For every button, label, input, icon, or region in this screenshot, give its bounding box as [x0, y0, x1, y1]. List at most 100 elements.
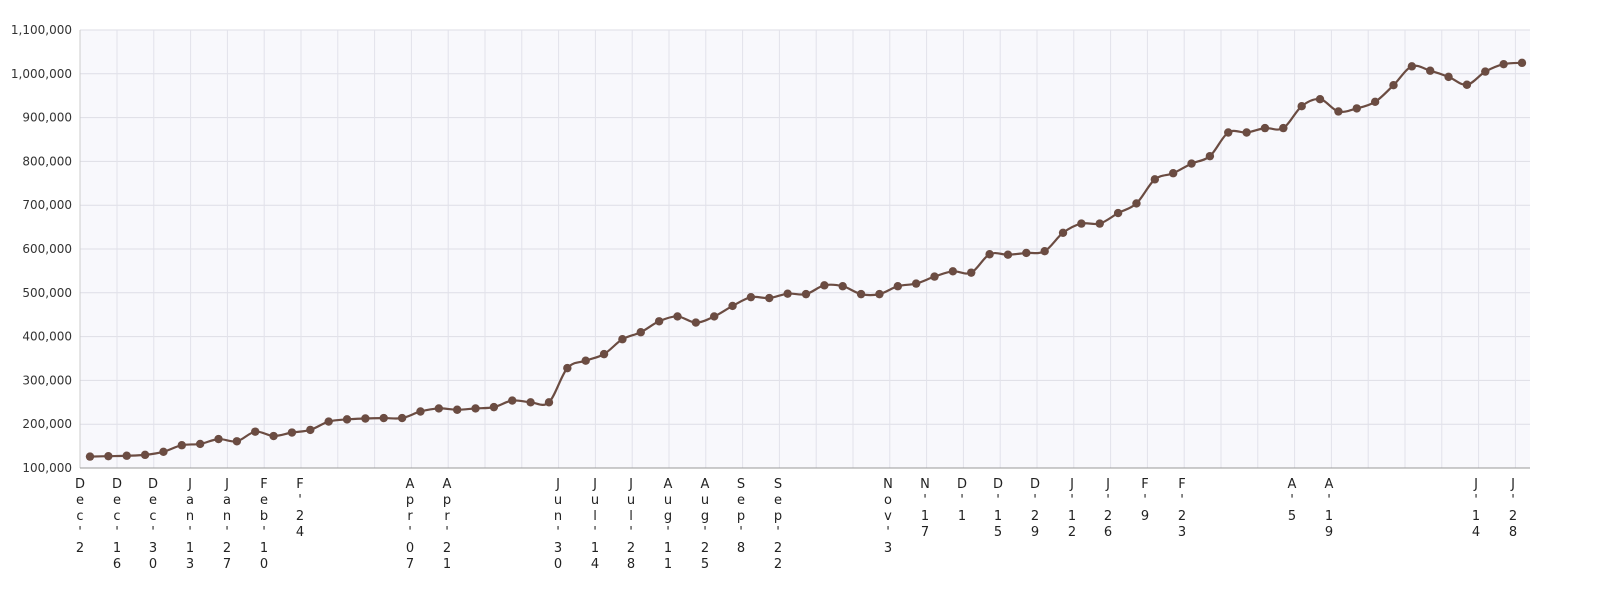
data-point[interactable]	[544, 398, 554, 407]
data-point[interactable]	[1334, 107, 1343, 116]
y-tick-label: 1,100,000	[11, 23, 72, 37]
data-point[interactable]	[508, 396, 517, 405]
data-point[interactable]	[1113, 208, 1123, 218]
data-point[interactable]	[1077, 219, 1086, 228]
data-point[interactable]	[1315, 95, 1325, 104]
data-point[interactable]	[985, 250, 994, 259]
data-point[interactable]	[636, 328, 645, 337]
data-point[interactable]	[1481, 67, 1490, 76]
data-point[interactable]	[1517, 58, 1527, 68]
data-point[interactable]	[1224, 128, 1233, 137]
data-point[interactable]	[1352, 104, 1361, 113]
data-point[interactable]	[489, 402, 499, 412]
data-point[interactable]	[342, 415, 352, 424]
data-point[interactable]	[1444, 72, 1453, 82]
data-point[interactable]	[1205, 151, 1215, 161]
data-point[interactable]	[1242, 128, 1251, 137]
data-point[interactable]	[1095, 219, 1104, 228]
data-point[interactable]	[232, 437, 242, 446]
data-point[interactable]	[1260, 123, 1270, 133]
data-point[interactable]	[911, 279, 921, 288]
data-point[interactable]	[379, 413, 388, 423]
data-point[interactable]	[691, 318, 701, 327]
data-point[interactable]	[820, 281, 829, 290]
data-point[interactable]	[728, 301, 737, 311]
data-point[interactable]	[875, 289, 884, 299]
data-point[interactable]	[397, 413, 407, 423]
x-tick-label: J ' 1 4	[1472, 477, 1480, 540]
x-tick-label: D ' 1 5	[993, 477, 1003, 540]
y-axis: 100,000 200,000 300,000 400,000 500,000 600,0…	[11, 23, 81, 475]
data-point[interactable]	[1187, 159, 1196, 168]
y-tick-label: 1,000,000	[11, 67, 72, 81]
data-point[interactable]	[140, 450, 150, 460]
data-point[interactable]	[783, 289, 792, 298]
data-point[interactable]	[1022, 248, 1031, 258]
x-tick-label: F ' 2 4	[296, 477, 304, 540]
data-point[interactable]	[563, 363, 572, 373]
data-point[interactable]	[710, 312, 719, 321]
data-point[interactable]	[104, 451, 113, 461]
data-point[interactable]	[1168, 169, 1178, 178]
y-tick-label: 500,000	[22, 286, 72, 300]
data-point[interactable]	[122, 451, 131, 460]
x-tick-label: F ' 2 3	[1178, 477, 1186, 540]
data-point[interactable]	[1370, 97, 1380, 107]
data-point[interactable]	[1003, 250, 1013, 259]
x-tick-label: D ' 2 9	[1030, 477, 1040, 540]
data-point[interactable]	[930, 272, 939, 281]
data-point[interactable]	[1407, 62, 1417, 71]
data-point[interactable]	[856, 289, 866, 299]
grid	[80, 29, 1530, 469]
data-point[interactable]	[1389, 80, 1398, 90]
data-point[interactable]	[765, 293, 774, 303]
data-point[interactable]	[287, 428, 297, 437]
data-point[interactable]	[1499, 59, 1508, 69]
data-point[interactable]	[967, 268, 976, 277]
x-tick-label: A ' 5	[1288, 477, 1297, 524]
data-point[interactable]	[214, 434, 223, 444]
data-point[interactable]	[618, 335, 627, 344]
data-point[interactable]	[599, 349, 609, 359]
data-point[interactable]	[581, 356, 590, 365]
y-tick-label: 300,000	[22, 373, 72, 387]
data-point[interactable]	[801, 289, 811, 299]
data-point[interactable]	[948, 267, 958, 276]
data-point[interactable]	[159, 447, 168, 456]
data-point[interactable]	[838, 282, 847, 291]
x-tick-label: J ' 2 8	[1509, 477, 1517, 540]
data-point[interactable]	[1279, 123, 1288, 133]
data-point[interactable]	[452, 405, 462, 414]
data-point[interactable]	[654, 317, 664, 326]
data-point[interactable]	[1058, 228, 1068, 237]
data-point[interactable]	[1462, 80, 1472, 89]
data-point[interactable]	[746, 292, 756, 302]
data-point[interactable]	[324, 417, 333, 426]
data-point[interactable]	[251, 427, 260, 436]
data-point[interactable]	[85, 452, 95, 461]
data-point[interactable]	[893, 282, 902, 291]
data-point[interactable]	[177, 441, 186, 450]
data-point[interactable]	[195, 439, 205, 449]
data-point[interactable]	[269, 431, 278, 441]
data-point[interactable]	[1297, 102, 1306, 111]
data-point[interactable]	[416, 407, 425, 416]
data-point[interactable]	[434, 404, 444, 413]
data-point[interactable]	[361, 414, 370, 423]
data-point[interactable]	[673, 312, 682, 321]
data-point[interactable]	[1040, 246, 1049, 256]
data-point[interactable]	[1426, 66, 1435, 75]
data-point[interactable]	[306, 425, 315, 435]
data-point[interactable]	[526, 398, 535, 407]
data-point[interactable]	[1132, 199, 1141, 208]
data-point[interactable]	[1150, 175, 1160, 184]
data-point[interactable]	[471, 404, 480, 413]
y-tick-label: 200,000	[22, 417, 72, 431]
